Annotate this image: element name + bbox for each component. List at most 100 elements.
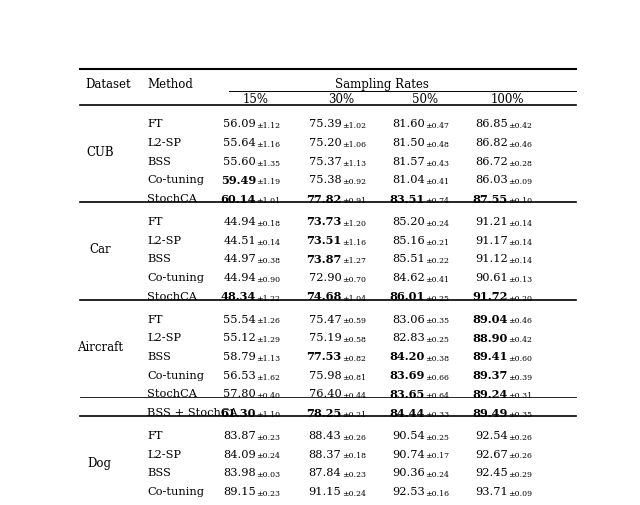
Text: ±0.90: ±0.90 [257,275,281,283]
Text: ±1.10: ±1.10 [257,410,281,418]
Text: 89.49: 89.49 [472,407,508,418]
Text: ±0.24: ±0.24 [425,219,449,227]
Text: ±0.46: ±0.46 [508,140,532,148]
Text: ±1.19: ±1.19 [257,178,281,186]
Text: ±0.23: ±0.23 [342,470,366,478]
Text: 55.12: 55.12 [223,333,256,342]
Text: ±0.33: ±0.33 [425,410,449,418]
Text: Co-tuning: Co-tuning [147,370,204,380]
Text: Co-tuning: Co-tuning [147,175,204,185]
Text: ±0.46: ±0.46 [508,317,532,325]
Text: ±0.24: ±0.24 [342,489,366,497]
Text: 87.55: 87.55 [472,193,508,204]
Text: ±0.31: ±0.31 [508,391,532,399]
Text: ±0.41: ±0.41 [425,275,449,283]
Text: ±0.25: ±0.25 [425,294,449,302]
Text: Co-tuning: Co-tuning [147,273,204,282]
Text: ±1.12: ±1.12 [257,122,280,130]
Text: 81.04: 81.04 [392,175,425,185]
Text: ±1.16: ±1.16 [257,140,280,148]
Text: 81.50: 81.50 [392,138,425,148]
Text: ±1.27: ±1.27 [342,257,366,265]
Text: 73.87: 73.87 [306,254,341,264]
Text: CUB: CUB [86,145,114,159]
Text: 91.15: 91.15 [308,486,341,496]
Text: ±0.74: ±0.74 [425,196,449,205]
Text: 90.74: 90.74 [392,449,425,459]
Text: ±1.29: ±1.29 [257,335,280,343]
Text: 91.21: 91.21 [475,217,508,227]
Text: 93.71: 93.71 [475,486,508,496]
Text: 88.43: 88.43 [308,430,341,440]
Text: 30%: 30% [328,92,355,106]
Text: ±0.60: ±0.60 [508,354,532,362]
Text: 91.72: 91.72 [472,291,508,301]
Text: 81.60: 81.60 [392,119,425,129]
Text: ±0.26: ±0.26 [508,433,532,441]
Text: ±1.13: ±1.13 [257,354,281,362]
Text: ±0.47: ±0.47 [425,122,449,130]
Text: StochCA: StochCA [147,291,197,301]
Text: BSS: BSS [147,351,171,361]
Text: 92.67: 92.67 [475,449,508,459]
Text: 56.53: 56.53 [223,370,256,380]
Text: ±0.16: ±0.16 [425,489,449,497]
Text: 72.90: 72.90 [308,273,341,282]
Text: ±0.23: ±0.23 [257,433,280,441]
Text: 84.44: 84.44 [389,407,425,418]
Text: 60.14: 60.14 [221,193,256,204]
Text: 73.73: 73.73 [306,216,341,227]
Text: 55.60: 55.60 [223,157,256,166]
Text: ±0.64: ±0.64 [425,391,449,399]
Text: FT: FT [147,217,163,227]
Text: ±0.09: ±0.09 [508,178,532,186]
Text: 83.98: 83.98 [223,467,256,477]
Text: ±0.03: ±0.03 [257,470,281,478]
Text: 89.15: 89.15 [223,486,256,496]
Text: 77.82: 77.82 [306,193,341,204]
Text: ±0.35: ±0.35 [425,317,449,325]
Text: ±0.59: ±0.59 [342,317,366,325]
Text: 89.37: 89.37 [472,370,508,380]
Text: 75.38: 75.38 [308,175,341,185]
Text: 85.51: 85.51 [392,254,425,264]
Text: 55.54: 55.54 [223,314,256,324]
Text: BSS: BSS [147,254,171,264]
Text: 85.16: 85.16 [392,235,425,245]
Text: ±0.20: ±0.20 [508,294,532,302]
Text: ±0.44: ±0.44 [342,391,366,399]
Text: 15%: 15% [243,92,269,106]
Text: ±0.42: ±0.42 [508,335,532,343]
Text: 86.01: 86.01 [389,291,425,301]
Text: Car: Car [89,243,111,256]
Text: 61.30: 61.30 [221,407,256,418]
Text: 85.20: 85.20 [392,217,425,227]
Text: StochCA: StochCA [147,194,197,204]
Text: 90.36: 90.36 [392,467,425,477]
Text: 88.37: 88.37 [308,449,341,459]
Text: 48.34: 48.34 [221,291,256,301]
Text: ±0.13: ±0.13 [508,275,532,283]
Text: 83.65: 83.65 [390,388,425,399]
Text: ±1.04: ±1.04 [342,294,366,302]
Text: 90.61: 90.61 [475,273,508,282]
Text: ±0.14: ±0.14 [508,257,532,265]
Text: StochCA: StochCA [147,389,197,398]
Text: 86.72: 86.72 [475,157,508,166]
Text: 75.98: 75.98 [308,370,341,380]
Text: Sampling Rates: Sampling Rates [335,78,429,91]
Text: 76.40: 76.40 [308,389,341,398]
Text: 77.53: 77.53 [306,351,341,362]
Text: ±0.48: ±0.48 [425,140,449,148]
Text: 44.94: 44.94 [223,217,256,227]
Text: 86.82: 86.82 [475,138,508,148]
Text: ±0.29: ±0.29 [508,470,532,478]
Text: L2-SP: L2-SP [147,333,181,342]
Text: ±0.26: ±0.26 [342,433,366,441]
Text: ±0.22: ±0.22 [425,257,449,265]
Text: Co-tuning: Co-tuning [147,486,204,496]
Text: ±0.25: ±0.25 [425,433,449,441]
Text: 88.90: 88.90 [472,332,508,343]
Text: 89.04: 89.04 [472,314,508,324]
Text: ±1.62: ±1.62 [257,373,280,381]
